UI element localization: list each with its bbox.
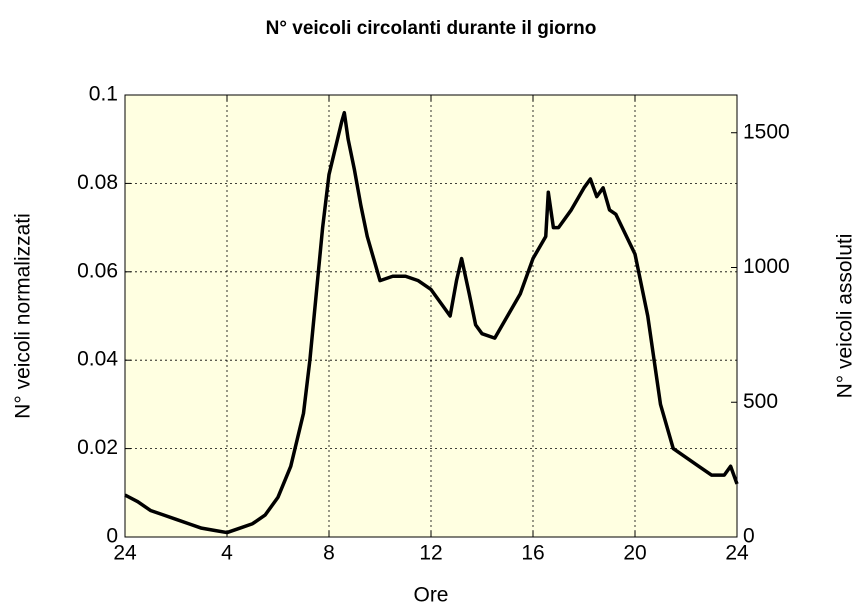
y-tick-label: 0.06 xyxy=(77,259,118,282)
data-line xyxy=(124,110,739,535)
y2-axis-label: N° veicoli assoluti xyxy=(834,234,857,399)
y-tick-label: 0.1 xyxy=(89,83,118,106)
y2-tick-label: 1000 xyxy=(743,255,790,278)
y2-tick-label: 0 xyxy=(743,525,755,548)
x-axis-label: Ore xyxy=(413,584,448,607)
y2-tick-label: 500 xyxy=(743,390,778,413)
x-tick-label: 24 xyxy=(113,542,137,565)
x-tick-label: 16 xyxy=(521,542,544,565)
y2-tick-label: 1500 xyxy=(743,120,790,143)
y-tick-label: 0.08 xyxy=(77,171,118,194)
x-tick-label: 8 xyxy=(323,542,335,565)
plot-frame xyxy=(124,94,738,538)
y-tick-label: 0.02 xyxy=(77,436,118,459)
x-tick-label: 20 xyxy=(623,542,646,565)
chart-title: N° veicoli circolanti durante il giorno xyxy=(266,18,597,39)
y-axis-label: N° veicoli normalizzati xyxy=(12,213,35,419)
y-tick-label: 0 xyxy=(106,525,118,548)
x-tick-label: 24 xyxy=(725,542,749,565)
y-tick-label: 0.04 xyxy=(77,348,118,371)
x-tick-label: 4 xyxy=(221,542,233,565)
x-tick-label: 12 xyxy=(419,542,442,565)
